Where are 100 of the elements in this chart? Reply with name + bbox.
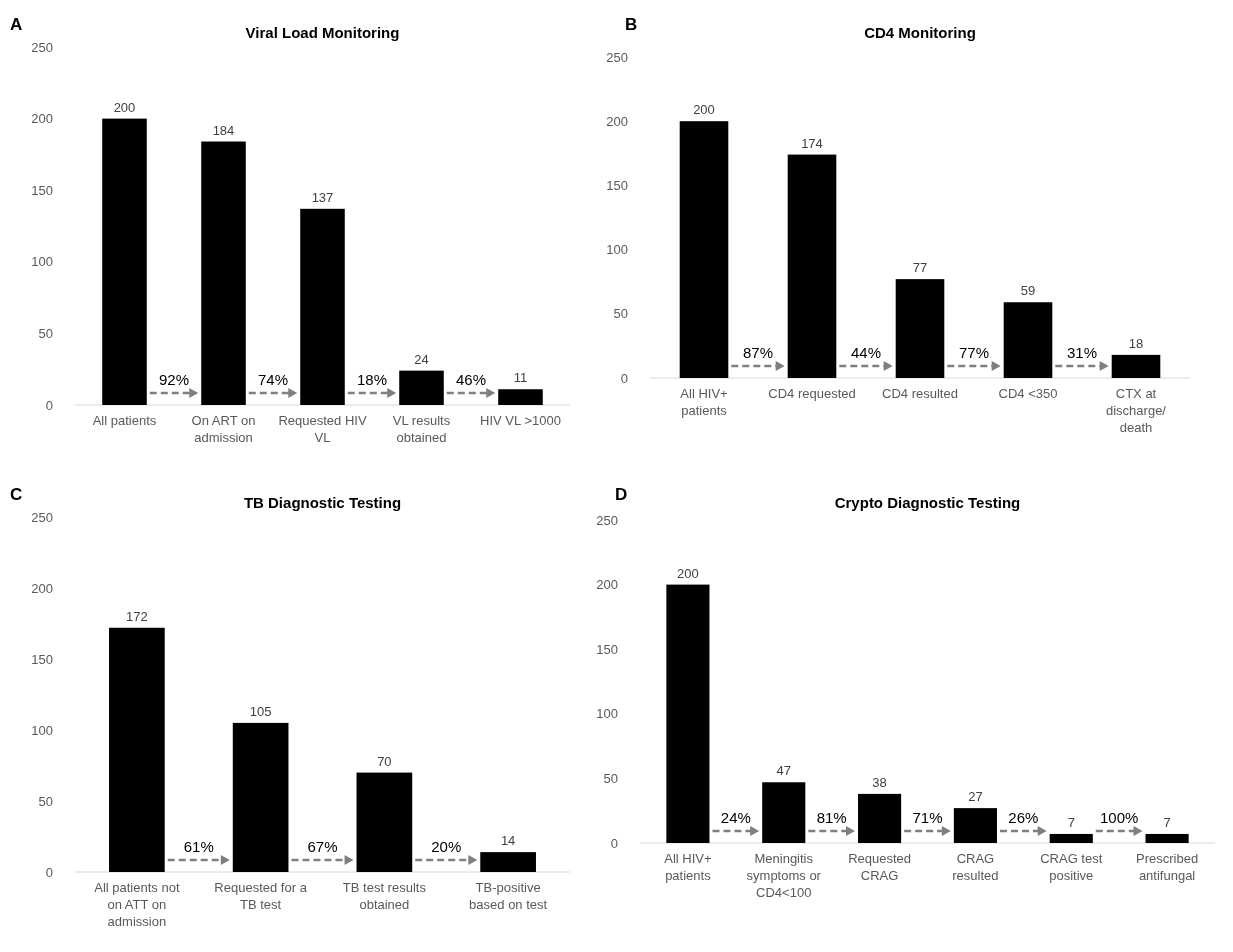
bar xyxy=(201,141,246,405)
annotation: 81% xyxy=(816,809,847,826)
x-tick-label: CD4 requested xyxy=(768,386,856,401)
x-tick-label: Meningitis symptoms or CD4<100 xyxy=(746,851,822,900)
bar xyxy=(666,584,710,843)
annotation: 77% xyxy=(958,344,990,361)
y-tick-label: 100 xyxy=(31,254,53,270)
x-tick-label: On ART on admission xyxy=(191,413,256,445)
x-tick-label: All HIV+ patients xyxy=(664,851,712,883)
y-tick-label: 250 xyxy=(31,39,53,55)
chart-title: Viral Load Monitoring xyxy=(245,24,400,41)
bar xyxy=(787,154,837,378)
data-label: 7 xyxy=(1067,814,1075,830)
y-tick-label: 250 xyxy=(31,509,53,525)
x-tick-label: CTX at discharge/ death xyxy=(1106,386,1167,435)
chart-title: TB Diagnostic Testing xyxy=(243,494,402,511)
bar xyxy=(232,722,289,872)
x-tick-label: HIV VL >1000 xyxy=(480,413,561,428)
y-tick-label: 100 xyxy=(606,242,628,258)
y-tick-label: 0 xyxy=(610,835,618,851)
annotation: 87% xyxy=(742,344,774,361)
y-tick-label: 200 xyxy=(606,113,628,129)
bar xyxy=(300,208,345,405)
x-tick-label: CD4 <350 xyxy=(998,386,1058,401)
data-label: 7 xyxy=(1163,814,1171,830)
annotation: 24% xyxy=(720,809,751,826)
bar xyxy=(953,808,997,843)
bar xyxy=(1049,833,1093,843)
annotation: 61% xyxy=(183,838,214,855)
bar xyxy=(1003,302,1053,378)
bar xyxy=(356,772,413,872)
data-label: 174 xyxy=(801,135,823,151)
y-tick-label: 200 xyxy=(31,111,53,127)
x-tick-label: CRAG resulted xyxy=(952,851,999,883)
y-tick-label: 0 xyxy=(45,397,53,413)
data-label: 11 xyxy=(513,370,528,386)
annotation: 44% xyxy=(850,344,882,361)
data-label: 172 xyxy=(126,608,148,624)
bar xyxy=(480,852,536,872)
bar xyxy=(762,782,806,843)
annotation: 26% xyxy=(1008,809,1039,826)
text: C xyxy=(10,485,23,504)
data-label: 70 xyxy=(377,753,392,769)
text: B xyxy=(625,15,638,34)
bar xyxy=(399,370,444,405)
x-tick-label: TB-positive based on test xyxy=(469,880,548,912)
y-tick-label: 50 xyxy=(38,325,53,341)
y-tick-label: 150 xyxy=(596,641,618,657)
annotation: 92% xyxy=(158,371,190,388)
data-label: 200 xyxy=(677,565,699,581)
bar xyxy=(679,121,729,378)
x-tick-label: Requested CRAG xyxy=(848,851,912,883)
annotation: 46% xyxy=(455,371,487,388)
x-tick-label: Requested for a TB test xyxy=(214,880,308,912)
y-tick-label: 200 xyxy=(31,580,53,596)
annotation: 31% xyxy=(1066,344,1098,361)
y-tick-label: 150 xyxy=(31,182,53,198)
y-tick-label: 100 xyxy=(596,706,618,722)
data-label: 105 xyxy=(249,703,272,719)
bar xyxy=(858,793,902,843)
y-tick-label: 150 xyxy=(31,651,53,667)
y-tick-label: 50 xyxy=(603,770,618,786)
annotation: 100% xyxy=(1099,809,1139,826)
x-tick-label: VL results obtained xyxy=(392,413,451,445)
data-label: 200 xyxy=(693,102,715,118)
data-label: 38 xyxy=(872,774,887,790)
annotation: 71% xyxy=(912,809,943,826)
x-tick-label: All HIV+ patients xyxy=(680,386,728,418)
bar xyxy=(895,279,945,378)
y-tick-label: 150 xyxy=(606,177,628,193)
y-tick-label: 0 xyxy=(620,370,628,386)
bar xyxy=(109,627,165,872)
y-tick-label: 50 xyxy=(613,306,628,322)
annotation: 74% xyxy=(257,371,289,388)
x-tick-label: CD4 resulted xyxy=(882,386,958,401)
data-label: 184 xyxy=(212,122,235,138)
data-label: 18 xyxy=(1128,335,1144,351)
text: A xyxy=(10,15,23,34)
data-label: 14 xyxy=(500,833,516,849)
bar xyxy=(1145,833,1189,843)
x-tick-label: Requested HIV VL xyxy=(278,413,367,445)
y-tick-label: 250 xyxy=(606,49,628,65)
bar xyxy=(102,118,147,405)
data-label: 59 xyxy=(1020,283,1036,299)
chart-title: Crypto Diagnostic Testing xyxy=(834,494,1021,511)
bar xyxy=(498,389,543,405)
x-tick-label: Prescribed antifungal xyxy=(1136,851,1199,883)
y-tick-label: 200 xyxy=(596,577,618,593)
data-label: 27 xyxy=(968,789,983,805)
annotation: 20% xyxy=(431,838,462,855)
annotation: 18% xyxy=(356,371,388,388)
text: D xyxy=(615,485,628,504)
chart-title: CD4 Monitoring xyxy=(864,24,976,41)
x-tick-label: All patients xyxy=(92,413,157,428)
data-label: 24 xyxy=(414,351,429,367)
y-tick-label: 50 xyxy=(38,793,53,809)
x-tick-label: CRAG test positive xyxy=(1040,851,1103,883)
y-tick-label: 250 xyxy=(596,512,618,528)
y-tick-label: 0 xyxy=(45,864,53,880)
bar xyxy=(1111,354,1161,378)
